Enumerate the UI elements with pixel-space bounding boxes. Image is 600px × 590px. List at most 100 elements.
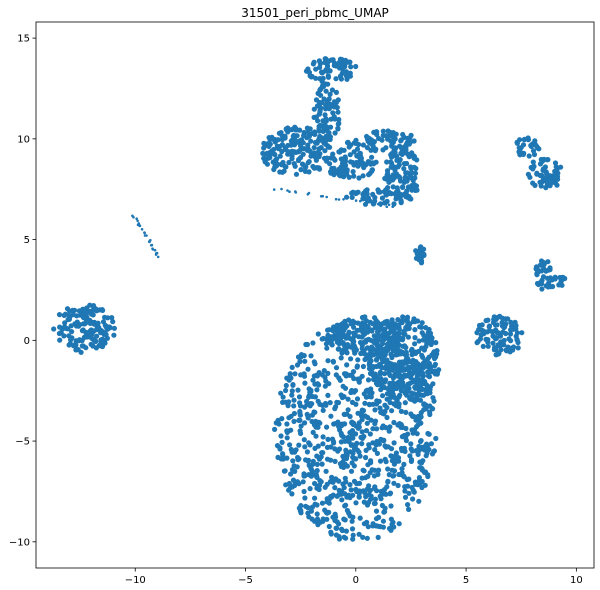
scatter-point: [324, 155, 330, 161]
scatter-point: [271, 166, 277, 173]
scatter-point: [336, 521, 342, 527]
scatter-point: [338, 355, 344, 361]
scatter-point: [393, 348, 399, 354]
scatter-point: [377, 353, 383, 360]
scatter-point: [412, 341, 418, 347]
scatter-point: [350, 169, 356, 175]
scatter-point: [319, 500, 325, 506]
scatter-point: [320, 516, 326, 522]
scatter-point: [277, 446, 283, 452]
scatter-point: [492, 345, 498, 351]
scatter-point: [286, 480, 292, 487]
scatter-point: [429, 352, 435, 358]
scatter-point: [338, 170, 344, 176]
scatter-point: [279, 439, 285, 445]
scatter-point: [402, 372, 408, 378]
scatter-point: [378, 202, 382, 206]
scatter-point: [310, 340, 316, 346]
scatter-point: [336, 116, 342, 123]
scatter-point: [382, 408, 388, 414]
scatter-point: [319, 195, 323, 198]
scatter-point: [402, 192, 408, 198]
scatter-point: [389, 408, 395, 414]
scatter-point: [288, 471, 294, 477]
scatter-point: [268, 150, 274, 156]
scatter-point: [423, 325, 429, 331]
scatter-point: [271, 146, 277, 153]
scatter-point: [314, 511, 320, 517]
scatter-point: [398, 150, 404, 156]
scatter-point: [337, 61, 343, 67]
scatter-point: [360, 142, 366, 148]
scatter-point: [297, 400, 303, 406]
scatter-point: [538, 156, 544, 163]
x-tick-label: 10: [570, 575, 583, 586]
scatter-point: [379, 338, 385, 344]
scatter-point: [327, 91, 333, 97]
scatter-point: [340, 383, 346, 389]
scatter-point: [145, 234, 148, 237]
scatter-point: [421, 401, 427, 407]
scatter-point: [345, 438, 351, 444]
scatter-point: [324, 335, 330, 341]
scatter-point: [382, 456, 388, 462]
scatter-point: [286, 189, 289, 192]
scatter-point: [111, 332, 117, 338]
scatter-point: [409, 150, 415, 156]
scatter-point: [386, 179, 392, 185]
scatter-point: [305, 127, 311, 133]
scatter-point: [485, 317, 491, 323]
y-tick-label: 0: [24, 336, 30, 347]
scatter-point: [278, 130, 284, 136]
scatter-point: [305, 142, 311, 148]
scatter-point: [495, 330, 501, 336]
scatter-point: [408, 348, 414, 354]
scatter-point: [296, 442, 302, 448]
scatter-point: [156, 255, 160, 259]
scatter-point: [382, 175, 388, 182]
scatter-point: [150, 243, 154, 247]
scatter-point: [283, 146, 289, 153]
scatter-point: [316, 456, 322, 462]
scatter-point: [360, 534, 366, 540]
scatter-point: [338, 423, 345, 429]
scatter-point: [351, 324, 357, 330]
scatter-point: [376, 376, 382, 382]
scatter-point: [143, 231, 146, 234]
scatter-point: [287, 442, 293, 448]
scatter-point: [393, 453, 399, 459]
scatter-point: [544, 275, 551, 281]
scatter-point: [343, 73, 349, 79]
scatter-point: [416, 477, 422, 483]
scatter-point: [291, 161, 297, 167]
scatter-point: [356, 175, 362, 181]
scatter-point: [283, 382, 289, 389]
scatter-point: [313, 418, 319, 424]
scatter-point: [286, 159, 292, 166]
scatter-point: [379, 195, 385, 201]
scatter-point: [294, 479, 301, 485]
scatter-point: [274, 156, 280, 162]
scatter-point: [395, 372, 401, 378]
scatter-point: [412, 426, 418, 433]
scatter-point: [291, 418, 297, 424]
scatter-point: [380, 524, 386, 530]
scatter-point: [400, 184, 406, 190]
scatter-point: [373, 523, 379, 529]
scatter-point: [360, 363, 366, 370]
scatter-point: [70, 343, 77, 349]
scatter-point: [322, 383, 328, 389]
y-tick-label: −5: [15, 437, 30, 448]
scatter-point: [338, 392, 344, 398]
x-tick-label: 5: [463, 575, 469, 586]
scatter-point: [410, 370, 416, 376]
scatter-point: [308, 353, 314, 359]
scatter-point: [291, 463, 297, 469]
scatter-point: [312, 165, 319, 171]
scatter-point: [425, 356, 431, 362]
scatter-point: [391, 419, 397, 426]
scatter-point: [302, 495, 308, 501]
scatter-point: [294, 139, 300, 145]
scatter-point: [309, 401, 315, 407]
scatter-point: [321, 124, 327, 130]
